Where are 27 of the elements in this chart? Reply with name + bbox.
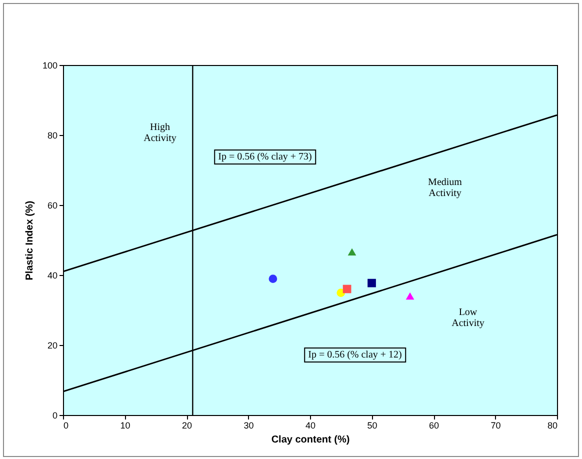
annotation: Ip = 0.56 (% clay + 12) xyxy=(304,348,406,362)
y-tick-label: 60 xyxy=(47,200,58,210)
point xyxy=(368,278,376,288)
x-tick-label: 40 xyxy=(305,420,316,430)
annotation: High Activity xyxy=(144,122,176,144)
y-tick-label: 40 xyxy=(47,270,58,280)
y-tick-label: 20 xyxy=(47,340,58,350)
y-tick-label: 80 xyxy=(47,130,58,140)
point xyxy=(406,292,414,300)
x-tick-label: 80 xyxy=(547,420,558,430)
annotation: Low Activity xyxy=(452,307,484,329)
x-tick-label: 60 xyxy=(428,420,440,430)
y-axis-title: Plastic Index (%) xyxy=(24,200,36,280)
x-tick-label: 10 xyxy=(120,420,130,430)
x-tick-label: 0 xyxy=(64,420,69,430)
y-tick-label: 0 xyxy=(52,410,58,420)
x-tick-label: 50 xyxy=(367,420,378,430)
annotation: Ip = 0.56 (% clay + 73) xyxy=(214,150,316,164)
x-tick-label: 30 xyxy=(244,420,254,430)
x-axis-title: Clay content (%) xyxy=(271,434,350,446)
y-tick-label: 100 xyxy=(42,60,58,70)
x-tick-label: 20 xyxy=(182,420,192,430)
point xyxy=(348,248,356,256)
point xyxy=(342,284,352,294)
annotation: Medium Activity xyxy=(428,177,462,199)
x-tick-label: 70 xyxy=(490,420,501,430)
point xyxy=(268,274,278,284)
